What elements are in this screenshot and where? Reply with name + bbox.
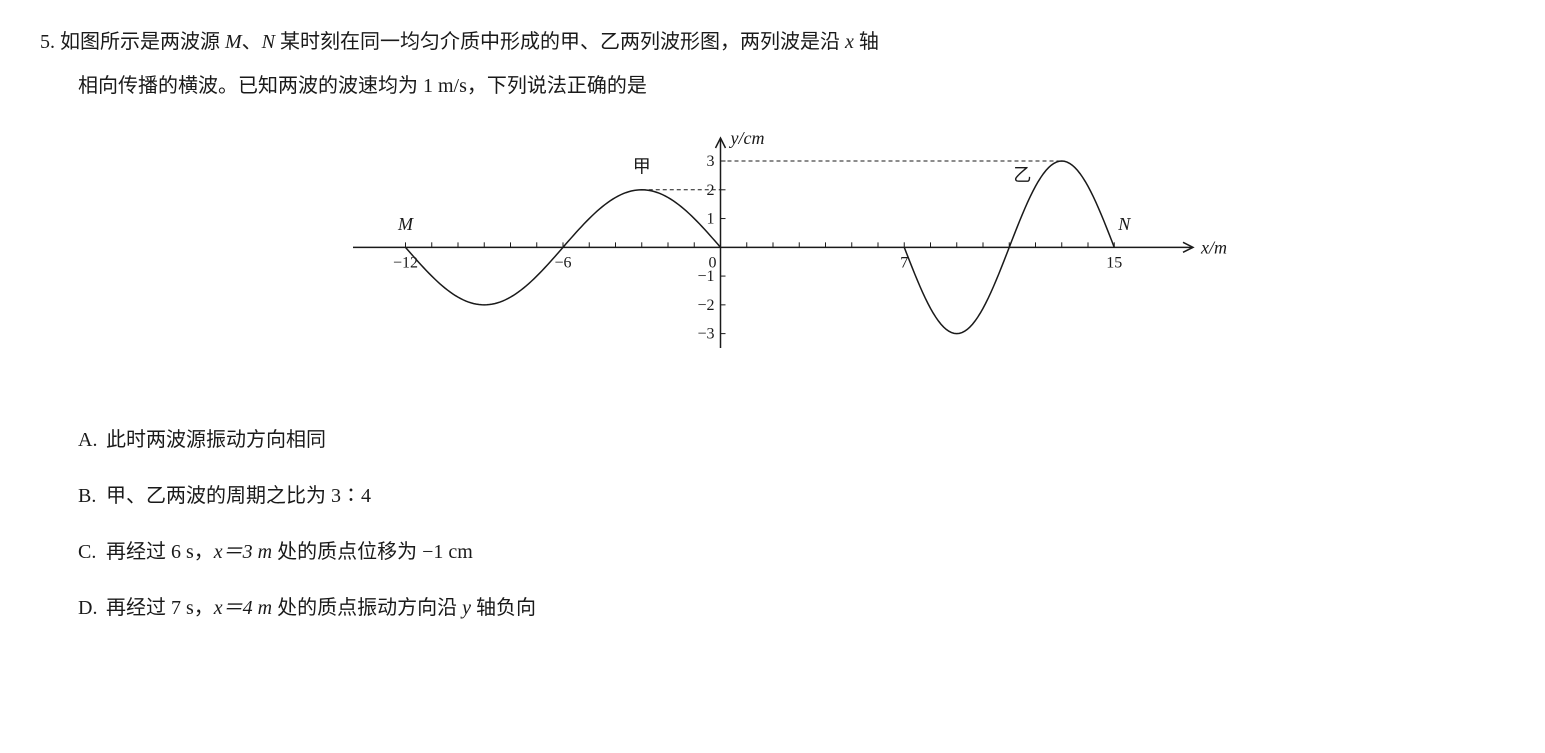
choice-text-D-pre: 再经过 7 s， — [106, 597, 214, 619]
svg-text:15: 15 — [1106, 254, 1122, 271]
choice-eq-C: x＝3 m — [214, 541, 272, 563]
wave-svg: x/my/cm−12−60715−3−2−1123甲乙MN — [293, 118, 1253, 388]
svg-text:−3: −3 — [697, 326, 714, 343]
text: 轴 — [854, 31, 879, 53]
choice-label-B: B. — [78, 470, 106, 522]
svg-text:甲: 甲 — [632, 157, 650, 177]
choice-C: C.再经过 6 s，x＝3 m 处的质点位移为 −1 cm — [78, 526, 1505, 578]
var-N: N — [262, 31, 275, 53]
choice-text-D-post: 处的质点振动方向沿 — [272, 597, 462, 619]
problem-line-2: 相向传播的横波。已知两波的波速均为 1 m/s，下列说法正确的是 — [40, 64, 1505, 108]
problem-line-1: 5. 如图所示是两波源 M、N 某时刻在同一均匀介质中形成的甲、乙两列波形图，两… — [40, 20, 1505, 64]
choice-label-A: A. — [78, 414, 106, 466]
svg-text:N: N — [1117, 214, 1131, 234]
choice-B: B.甲、乙两波的周期之比为 3∶4 — [78, 470, 1505, 522]
wave-chart: x/my/cm−12−60715−3−2−1123甲乙MN — [40, 118, 1505, 394]
svg-text:y/cm: y/cm — [728, 128, 764, 148]
choice-text-A: 此时两波源振动方向相同 — [106, 429, 326, 451]
svg-text:3: 3 — [706, 153, 714, 170]
svg-text:−6: −6 — [554, 254, 571, 271]
choice-text-C-pre: 再经过 6 s， — [106, 541, 214, 563]
choice-text-C-post: 处的质点位移为 −1 cm — [272, 541, 473, 563]
choice-A: A.此时两波源振动方向相同 — [78, 414, 1505, 466]
choice-text-D-end: 轴负向 — [471, 597, 536, 619]
svg-text:1: 1 — [706, 211, 714, 228]
svg-text:−1: −1 — [697, 268, 714, 285]
text: 相向传播的横波。已知两波的波速均为 1 m/s，下列说法正确的是 — [78, 75, 647, 97]
choice-D: D.再经过 7 s，x＝4 m 处的质点振动方向沿 y 轴负向 — [78, 582, 1505, 634]
svg-text:M: M — [397, 214, 414, 234]
var-M: M — [225, 31, 242, 53]
svg-text:乙: 乙 — [1013, 165, 1031, 185]
svg-text:−2: −2 — [697, 297, 714, 314]
svg-text:7: 7 — [900, 254, 908, 271]
var-y-D: y — [462, 597, 471, 619]
text: 某时刻在同一均匀介质中形成的甲、乙两列波形图，两列波是沿 — [275, 31, 845, 53]
choice-text-B: 甲、乙两波的周期之比为 3∶4 — [106, 485, 371, 507]
var-x: x — [845, 31, 854, 53]
svg-text:x/m: x/m — [1200, 237, 1227, 257]
sep: 、 — [242, 31, 262, 53]
choices-block: A.此时两波源振动方向相同 B.甲、乙两波的周期之比为 3∶4 C.再经过 6 … — [40, 414, 1505, 634]
text: 如图所示是两波源 — [60, 31, 225, 53]
problem-block: 5. 如图所示是两波源 M、N 某时刻在同一均匀介质中形成的甲、乙两列波形图，两… — [40, 20, 1505, 108]
problem-number: 5. — [40, 31, 55, 53]
choice-label-D: D. — [78, 582, 106, 634]
choice-label-C: C. — [78, 526, 106, 578]
choice-eq-D: x＝4 m — [214, 597, 272, 619]
